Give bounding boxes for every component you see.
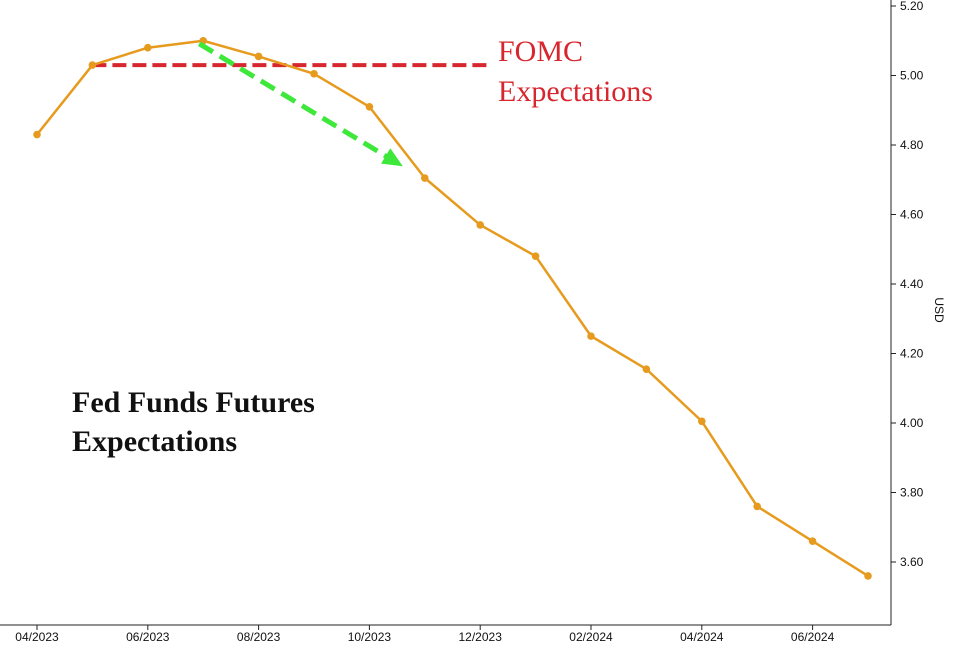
data-point bbox=[88, 61, 97, 69]
data-point bbox=[808, 537, 817, 545]
y-tick-label: 4.20 bbox=[900, 347, 924, 361]
data-point bbox=[310, 69, 318, 78]
y-tick-label: 4.40 bbox=[900, 277, 924, 291]
fomc-annotation-line-1: FOMC bbox=[498, 35, 583, 68]
x-tick-label: 06/2024 bbox=[791, 630, 835, 644]
x-tick-label: 06/2023 bbox=[126, 630, 170, 644]
y-tick-label: 4.00 bbox=[900, 416, 924, 430]
data-point bbox=[864, 572, 872, 580]
x-tick-label: 08/2023 bbox=[237, 630, 281, 644]
fomc-annotation-line-2: Expectations bbox=[498, 75, 653, 108]
data-point bbox=[753, 502, 761, 511]
trend-arrow-head bbox=[381, 148, 403, 167]
y-tick-label: 4.60 bbox=[900, 208, 924, 222]
trend-arrow-shaft bbox=[197, 41, 389, 160]
data-point bbox=[531, 252, 540, 260]
trend-arrow bbox=[197, 41, 403, 167]
x-tick-label: 12/2023 bbox=[459, 630, 503, 644]
y-tick-label: 3.80 bbox=[900, 486, 924, 500]
axes: 3.60 3.80 4.00 4.20 4.40 4.60 4.80 5.00 5.20 04/2… bbox=[0, 0, 946, 644]
y-tick-label: 5.00 bbox=[900, 69, 924, 83]
fed-funds-annotation-line-1: Fed Funds Futures bbox=[72, 386, 315, 419]
data-point bbox=[254, 52, 263, 61]
annotations: FOMC Expectations Fed Funds Futures Expe… bbox=[72, 35, 653, 458]
data-point bbox=[642, 365, 651, 373]
series-line bbox=[36, 39, 869, 577]
data-point bbox=[421, 174, 429, 182]
y-tick-label: 3.60 bbox=[900, 555, 924, 569]
data-point bbox=[698, 417, 706, 426]
data-point bbox=[476, 221, 485, 229]
y-tick-label: 5.20 bbox=[900, 0, 924, 13]
y-tick-label: 4.80 bbox=[900, 138, 924, 152]
x-tick-label: 02/2024 bbox=[569, 630, 613, 644]
x-tick-label: 04/2023 bbox=[15, 630, 59, 644]
data-point bbox=[365, 102, 374, 111]
x-tick-label: 10/2023 bbox=[348, 630, 392, 644]
series-group bbox=[33, 36, 872, 580]
data-point bbox=[144, 43, 152, 52]
x-tick-label: 04/2024 bbox=[680, 630, 724, 644]
data-point bbox=[33, 130, 41, 139]
fed-funds-annotation-line-2: Expectations bbox=[72, 425, 237, 458]
y-axis-title: USD bbox=[932, 297, 946, 323]
data-point bbox=[587, 332, 595, 340]
